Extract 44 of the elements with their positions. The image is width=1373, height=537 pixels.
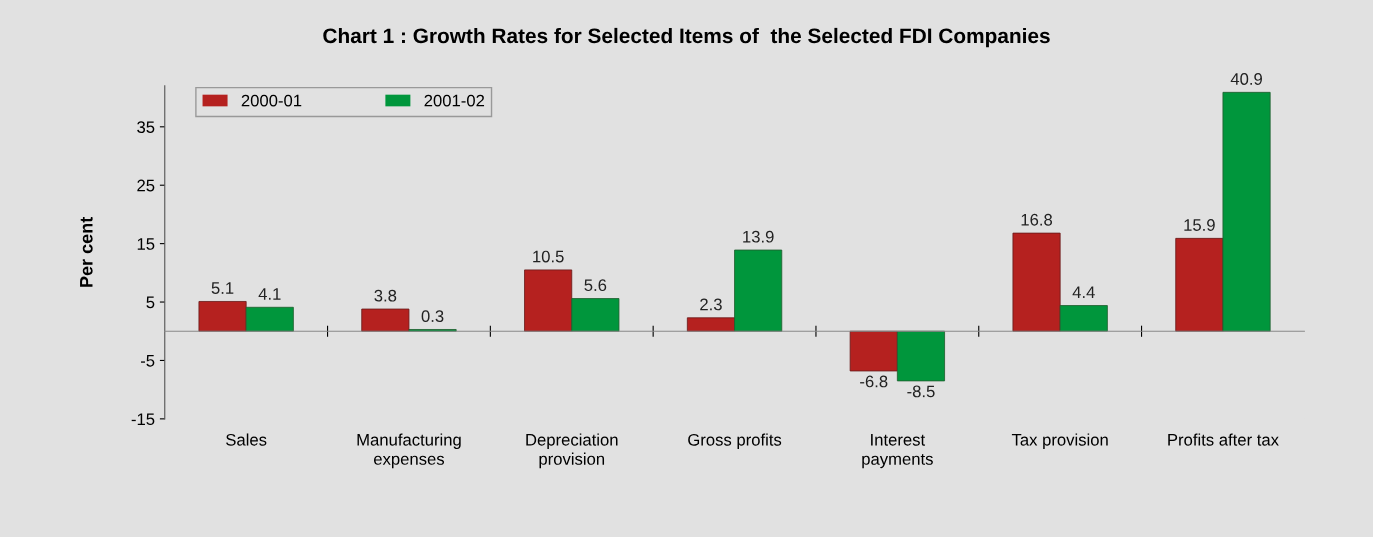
data-label: 3.8 <box>374 289 397 302</box>
y-tick-label: 25 <box>137 179 155 192</box>
legend-label: 2000-01 <box>241 94 302 107</box>
bar <box>524 269 573 332</box>
bar <box>896 330 945 382</box>
data-label: 0.3 <box>421 310 444 323</box>
bar <box>245 306 294 332</box>
bar <box>361 308 410 332</box>
bar <box>1175 237 1224 332</box>
x-tick-label: Tax provision <box>1011 433 1108 449</box>
bar <box>686 317 735 332</box>
legend-label: 2001-02 <box>424 94 485 107</box>
y-tick-label: 5 <box>146 296 155 309</box>
bar <box>849 330 898 372</box>
data-label: 2.3 <box>700 298 722 311</box>
bar <box>1059 305 1108 332</box>
y-tick-label: 15 <box>137 238 155 250</box>
y-tick-label: 35 <box>137 121 155 134</box>
data-label: 40.9 <box>1230 73 1262 85</box>
x-tick-label: Profits after tax <box>1168 433 1279 446</box>
data-label: -6.8 <box>860 375 888 388</box>
data-label: 13.9 <box>743 230 774 243</box>
y-axis-title: Per cent <box>80 216 93 287</box>
bar <box>571 298 620 332</box>
data-label: 16.8 <box>1021 213 1053 226</box>
data-label: 15.9 <box>1184 219 1215 231</box>
x-tick-label: Sales <box>226 433 267 446</box>
data-label: 4.4 <box>1072 286 1095 298</box>
x-tick-label: Interest payments <box>862 434 933 469</box>
data-label: 5.6 <box>584 279 607 292</box>
bar <box>198 301 247 332</box>
data-label: 10.5 <box>533 250 564 263</box>
bar <box>1222 91 1271 332</box>
y-tick-label: -15 <box>131 413 155 426</box>
data-label: 4.1 <box>258 288 281 300</box>
chart-title: Chart 1 : Growth Rates for Selected Items of the Selected FDI Companies <box>323 27 1050 48</box>
data-label: -8.5 <box>907 385 935 398</box>
bar <box>734 249 783 332</box>
x-tick-label: Manufacturing expenses <box>357 433 461 469</box>
y-tick-label: -5 <box>140 355 155 367</box>
x-tick-label: Depreciation provision <box>526 433 618 469</box>
x-tick-label: Gross profits <box>688 433 782 449</box>
bar <box>1012 232 1061 332</box>
data-label: 5.1 <box>211 282 234 294</box>
